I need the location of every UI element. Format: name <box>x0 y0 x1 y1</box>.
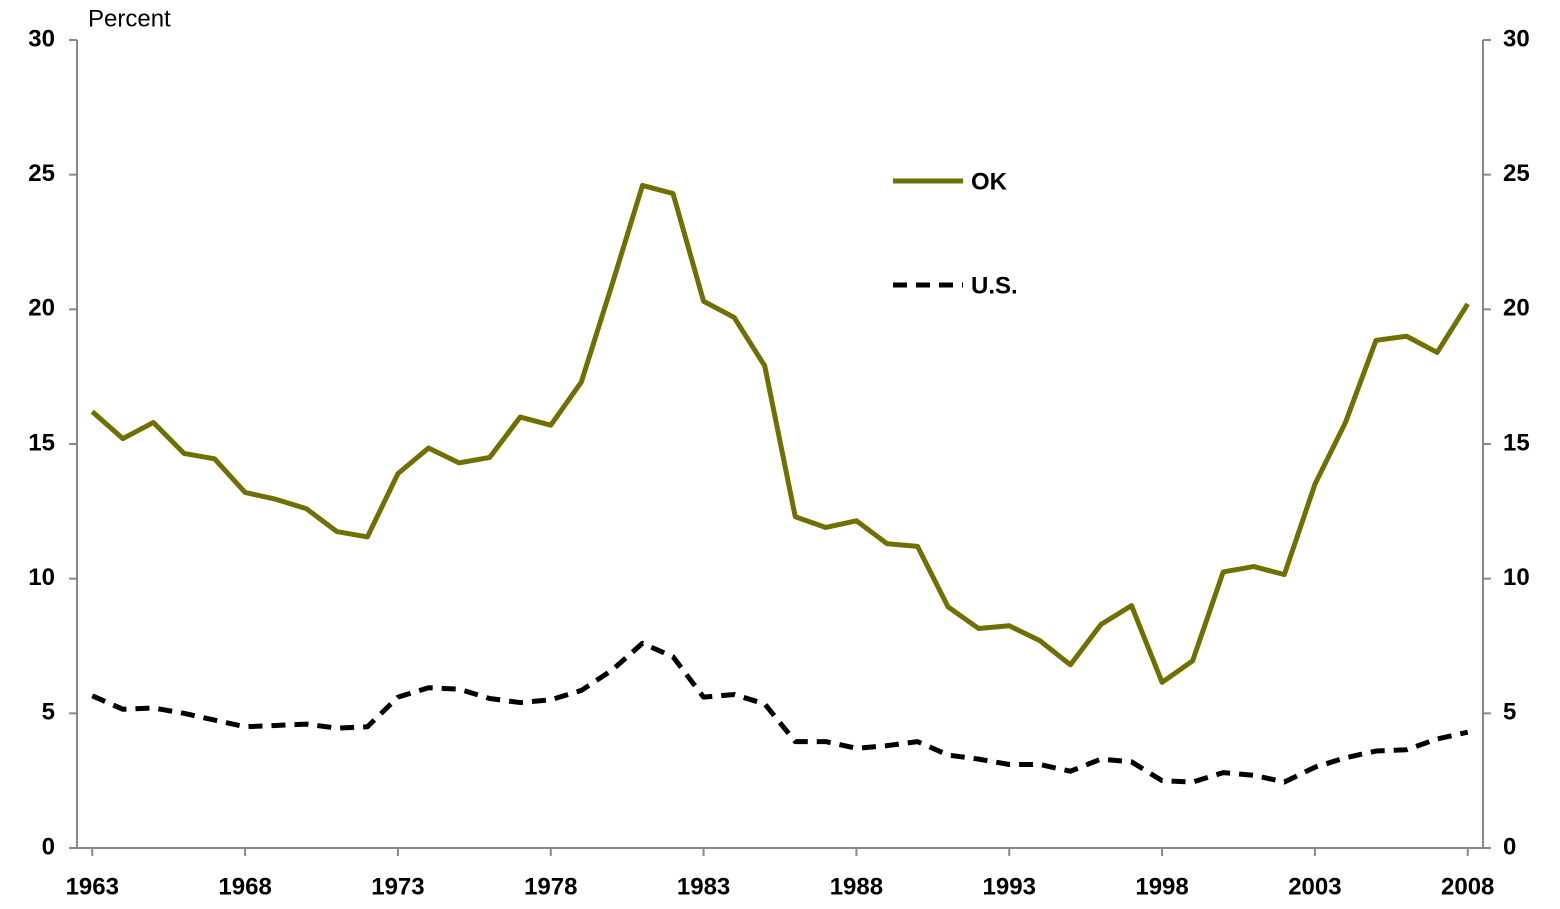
x-tick-label: 1973 <box>371 873 424 900</box>
y-tick-label: 5 <box>42 699 55 726</box>
x-tick-label: 1983 <box>677 873 730 900</box>
y2-tick-label: 15 <box>1503 429 1530 456</box>
y2-tick-label: 0 <box>1503 833 1516 860</box>
y-axis-label: Percent <box>88 5 171 32</box>
y-tick-label: 10 <box>28 564 55 591</box>
series-line <box>90 182 1470 685</box>
y-tick-label: 20 <box>28 295 55 322</box>
x-tick-label: 1963 <box>66 873 119 900</box>
x-tick-label: 2008 <box>1441 873 1494 900</box>
y-tick-label: 25 <box>28 160 55 187</box>
x-tick-label: 1998 <box>1135 873 1188 900</box>
y2-tick-label: 5 <box>1503 699 1516 726</box>
y-tick-label: 0 <box>42 833 55 860</box>
y2-tick-label: 30 <box>1503 25 1530 52</box>
x-tick-label: 1968 <box>218 873 271 900</box>
y2-tick-label: 20 <box>1503 295 1530 322</box>
x-tick-label: 1993 <box>983 873 1036 900</box>
x-tick-label: 1988 <box>830 873 883 900</box>
x-tick-label: 2003 <box>1288 873 1341 900</box>
y2-tick-label: 10 <box>1503 564 1530 591</box>
legend-label: OK <box>971 168 1008 195</box>
y-tick-label: 30 <box>28 25 55 52</box>
y2-tick-label: 25 <box>1503 160 1530 187</box>
y-tick-label: 15 <box>28 429 55 456</box>
series-line <box>91 640 1469 785</box>
legend-label: U.S. <box>971 272 1018 299</box>
x-tick-label: 1978 <box>524 873 577 900</box>
